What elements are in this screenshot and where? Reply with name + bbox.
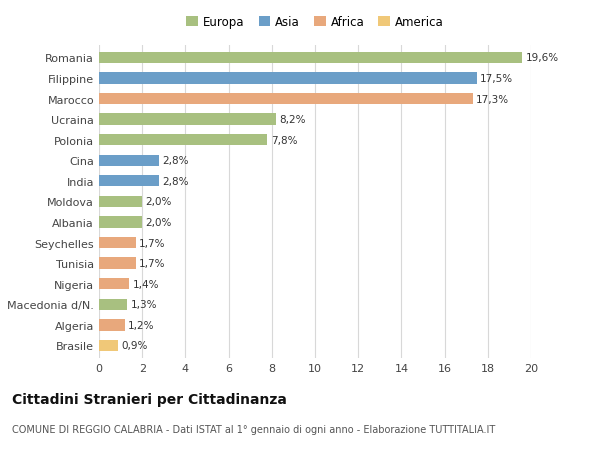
Text: COMUNE DI REGGIO CALABRIA - Dati ISTAT al 1° gennaio di ogni anno - Elaborazione: COMUNE DI REGGIO CALABRIA - Dati ISTAT a… — [12, 425, 495, 435]
Text: 2,0%: 2,0% — [145, 197, 172, 207]
Bar — [99, 217, 142, 228]
Text: 1,4%: 1,4% — [133, 279, 159, 289]
Text: 1,7%: 1,7% — [139, 258, 166, 269]
Text: 1,3%: 1,3% — [130, 300, 157, 310]
Text: 8,2%: 8,2% — [280, 115, 306, 125]
Bar — [99, 94, 473, 105]
Text: 2,0%: 2,0% — [145, 218, 172, 228]
Bar — [99, 299, 127, 310]
Text: 7,8%: 7,8% — [271, 135, 297, 146]
Bar — [99, 53, 523, 64]
Bar — [99, 134, 268, 146]
Bar — [99, 258, 136, 269]
Legend: Europa, Asia, Africa, America: Europa, Asia, Africa, America — [182, 11, 448, 34]
Bar — [99, 279, 129, 290]
Bar — [99, 340, 118, 351]
Text: Cittadini Stranieri per Cittadinanza: Cittadini Stranieri per Cittadinanza — [12, 392, 287, 406]
Bar — [99, 114, 276, 125]
Text: 2,8%: 2,8% — [163, 156, 189, 166]
Text: 17,5%: 17,5% — [480, 74, 514, 84]
Text: 2,8%: 2,8% — [163, 176, 189, 186]
Text: 1,2%: 1,2% — [128, 320, 155, 330]
Text: 1,7%: 1,7% — [139, 238, 166, 248]
Bar — [99, 237, 136, 249]
Bar — [99, 196, 142, 207]
Bar — [99, 176, 160, 187]
Text: 0,9%: 0,9% — [122, 341, 148, 351]
Bar — [99, 155, 160, 167]
Bar — [99, 73, 477, 84]
Text: 19,6%: 19,6% — [526, 53, 559, 63]
Bar — [99, 319, 125, 331]
Text: 17,3%: 17,3% — [476, 94, 509, 104]
